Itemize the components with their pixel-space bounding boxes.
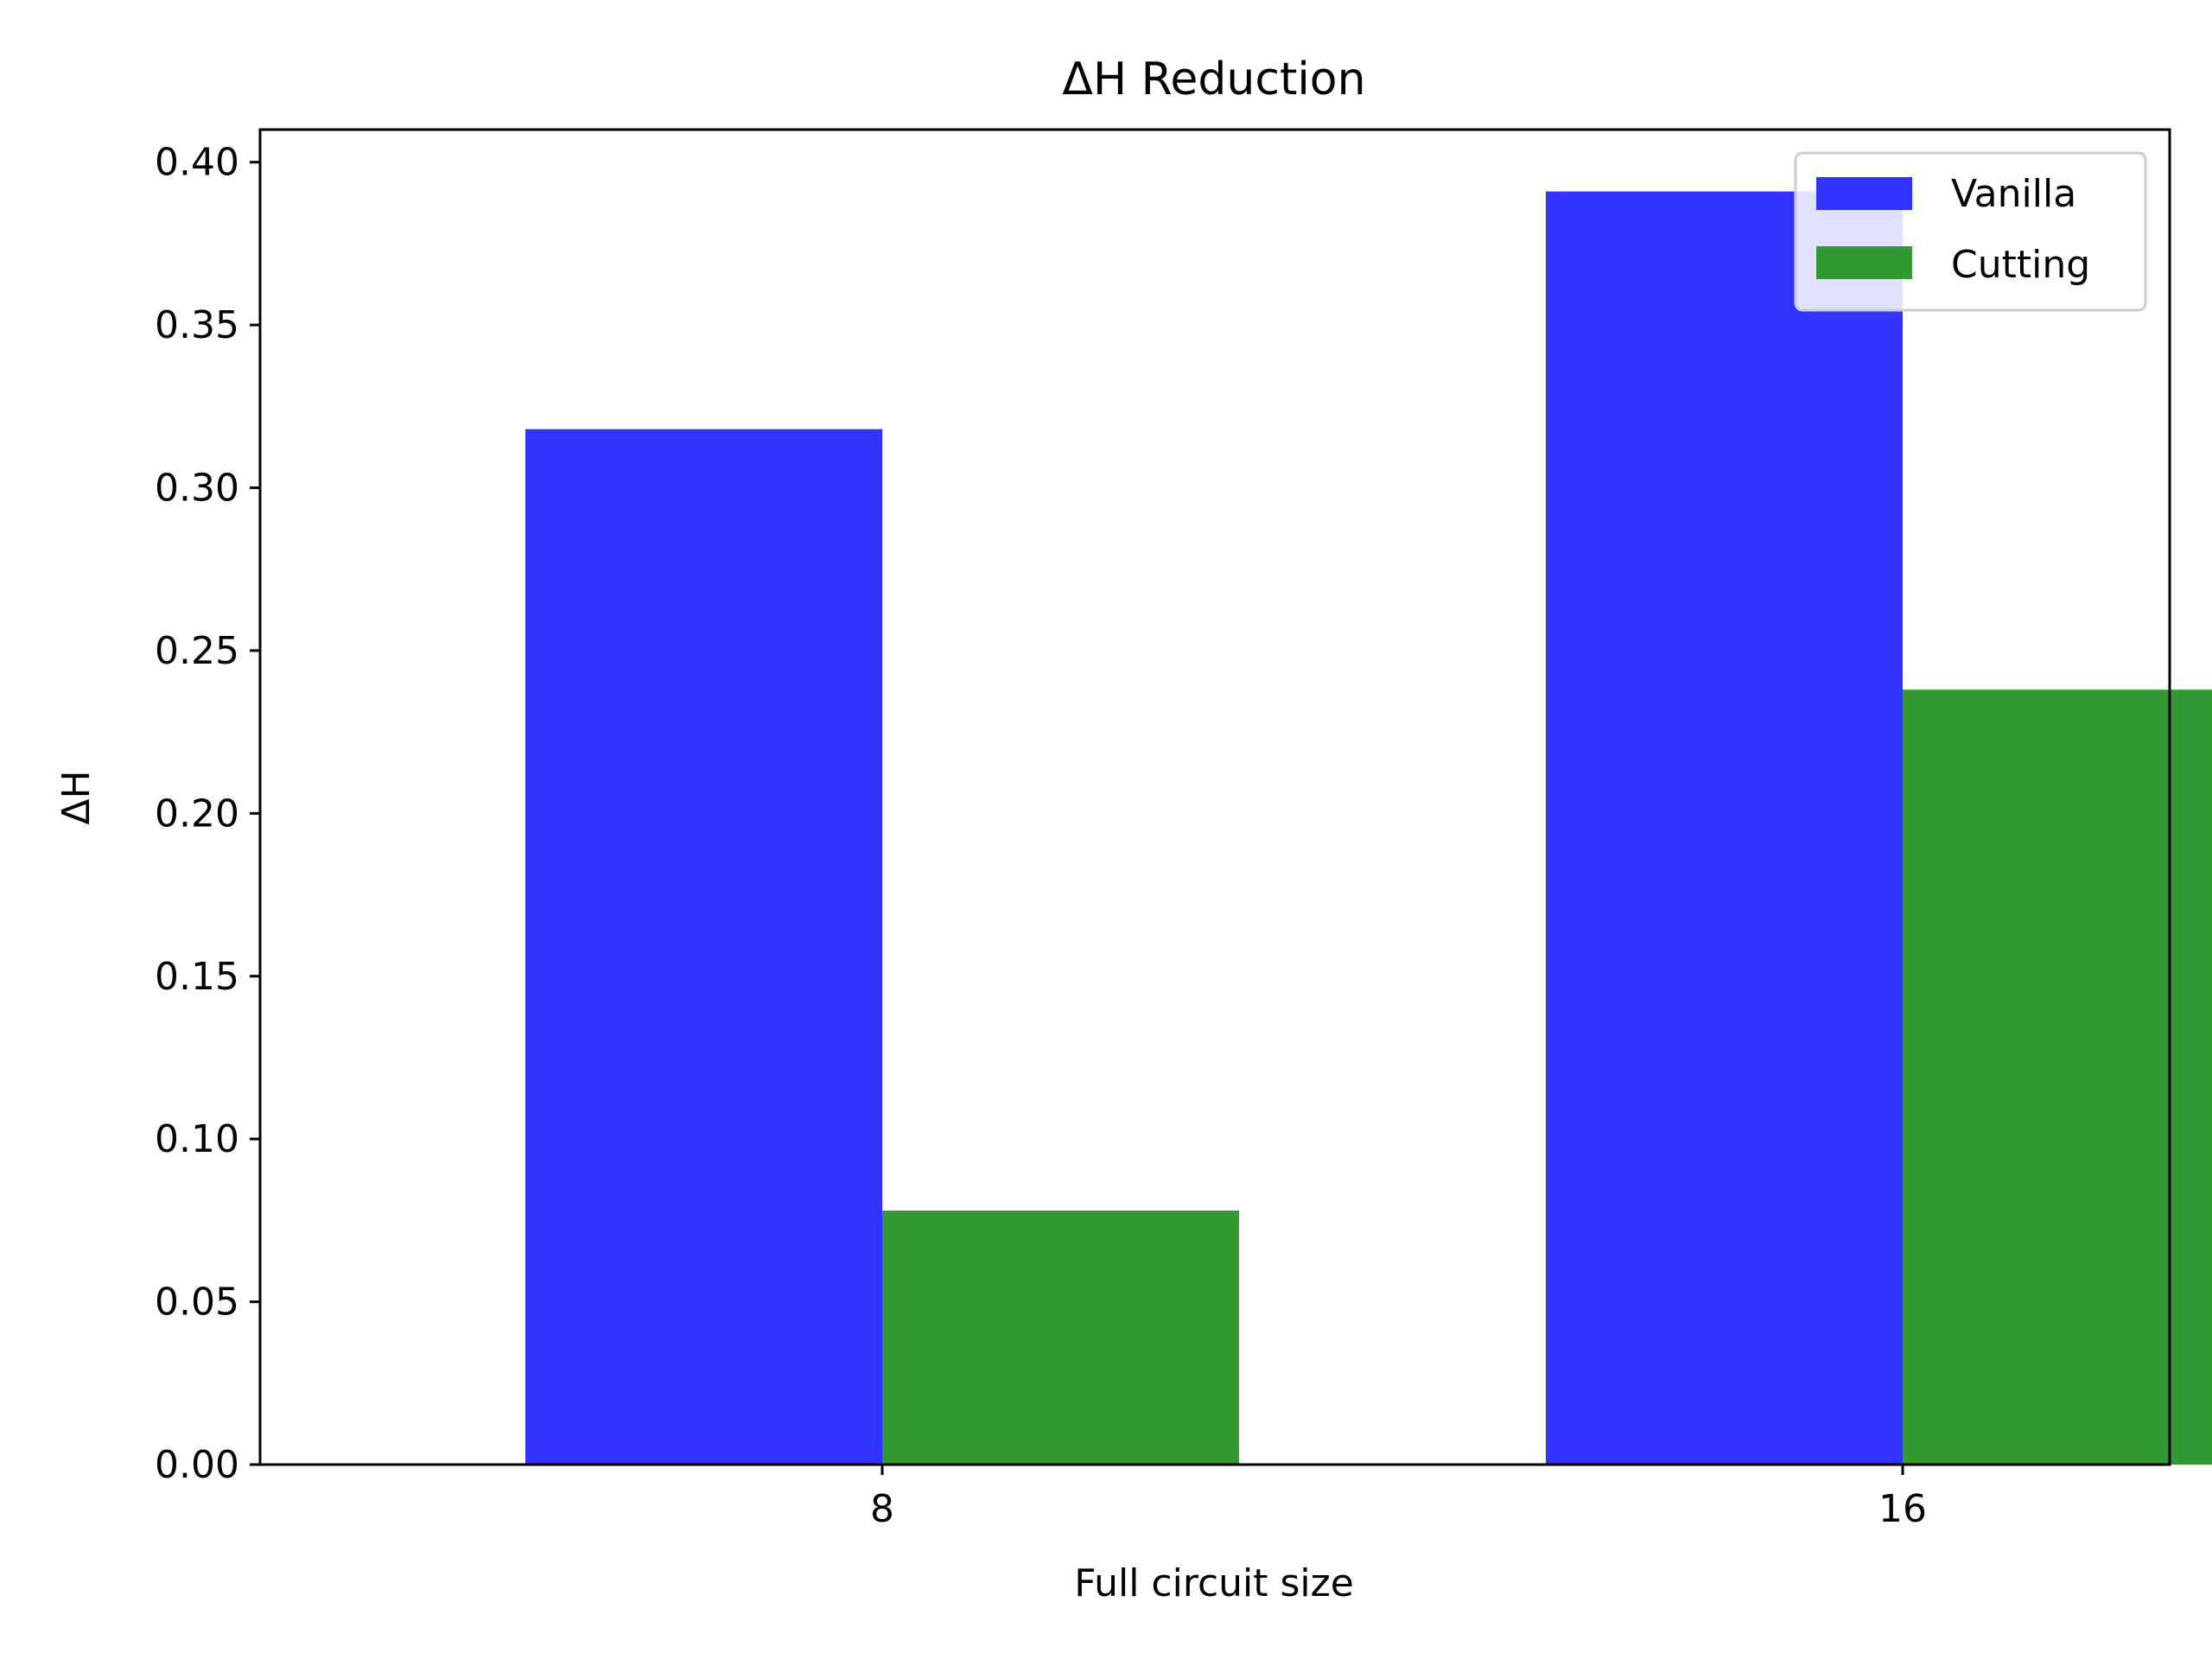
plot-frame [258, 128, 2171, 1466]
y-tick-label: 0.10 [155, 1117, 239, 1161]
y-axis: 0.00 0.05 0.10 0.15 0.20 0.25 0.30 0.35 0.40 [155, 141, 260, 1487]
y-tick-label: 0.15 [155, 955, 239, 999]
legend-swatch-cutting [1816, 246, 1912, 279]
y-tick-label: 0.25 [155, 629, 239, 673]
x-axis: 8 16 [870, 1465, 1927, 1531]
legend-swatch-vanilla [1816, 177, 1912, 210]
legend-label-cutting: Cutting [1951, 243, 2090, 287]
y-tick-label: 0.05 [155, 1281, 239, 1325]
legend: Vanilla Cutting [1794, 151, 2147, 312]
chart-title: ΔH Reduction [1062, 54, 1365, 105]
bar-cutting-16 [1903, 690, 2212, 1465]
y-tick-label: 0.35 [155, 303, 239, 347]
x-tick-label: 8 [870, 1487, 894, 1531]
legend-label-vanilla: Vanilla [1951, 172, 2076, 216]
bar-vanilla-16 [1546, 191, 1903, 1465]
y-tick-label: 0.40 [155, 141, 239, 185]
bar-vanilla-8 [525, 429, 882, 1465]
x-tick-label: 16 [1878, 1487, 1927, 1531]
bar-cutting-8 [882, 1211, 1239, 1465]
bars [525, 191, 2212, 1465]
y-tick-label: 0.00 [155, 1443, 239, 1487]
y-axis-label: ΔH [54, 770, 99, 824]
x-axis-label: Full circuit size [1074, 1561, 1354, 1605]
y-tick-label: 0.30 [155, 467, 239, 511]
y-tick-label: 0.20 [155, 791, 239, 836]
